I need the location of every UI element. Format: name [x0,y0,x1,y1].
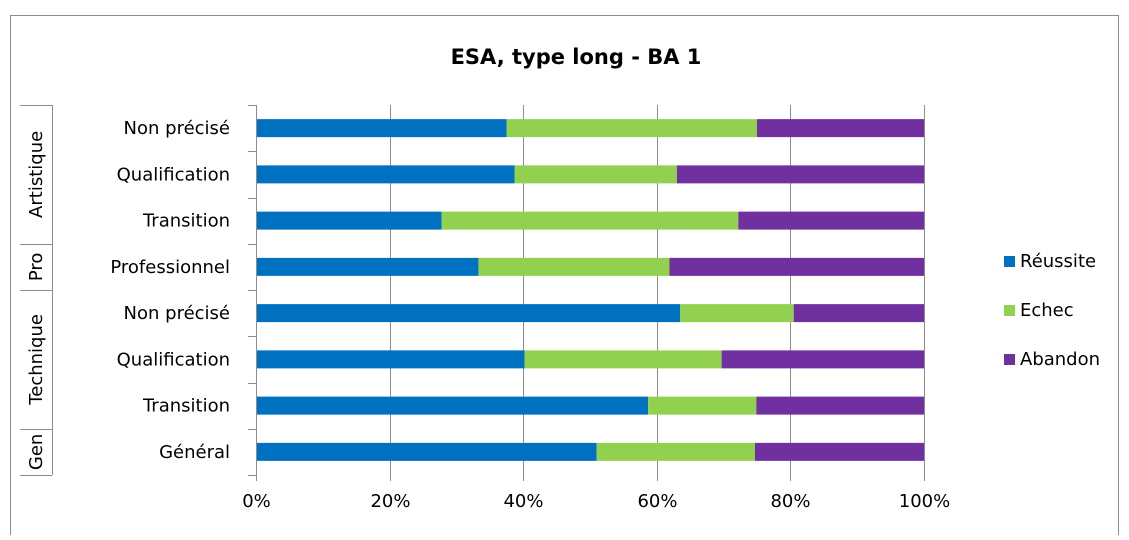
bar-segment [256,304,681,323]
legend-label: Abandon [1020,349,1100,370]
bar-segment [478,257,670,276]
bar-segment [648,396,757,415]
bar-segment [506,119,757,138]
group-label: Artistique [26,131,47,218]
category-label: Qualification [117,349,230,370]
bar-segment [256,257,479,276]
legend: Réussite Echec Abandon [1004,251,1100,370]
bar-segment [793,304,924,323]
bar-segment [721,350,924,369]
category-axis: Non précisé Qualification Transition Profes… [20,105,257,476]
category-label: Général [159,442,230,463]
group-label: Technique [26,314,47,406]
category-label: Transition [142,396,230,417]
bars [256,119,924,461]
legend-swatch [1004,305,1015,316]
category-label: Professionnel [110,257,230,278]
category-label: Transition [142,211,230,232]
bar-segment [256,165,515,184]
bar-segment [676,165,924,184]
bar-segment [757,119,924,138]
legend-label: Echec [1020,300,1074,321]
bar-segment [680,304,794,323]
x-tick-label: 0% [242,491,271,512]
x-tick-label: 80% [770,491,810,512]
bar-segment [256,396,649,415]
gridlines [256,105,925,481]
bar-segment [256,442,597,461]
category-label: Non précisé [124,118,230,139]
legend-swatch [1004,256,1015,267]
x-tick-label: 100% [899,491,950,512]
group-label: Pro [26,253,47,282]
bar-segment [669,257,924,276]
bar-segment [756,396,924,415]
bar-segment [738,211,924,230]
bar-segment [256,350,525,369]
group-label: Gen [26,434,47,470]
x-tick-label: 40% [503,491,543,512]
bar-segment [514,165,677,184]
x-tick-label: 20% [370,491,410,512]
legend-swatch [1004,354,1015,365]
bar-segment [754,442,924,461]
x-axis-ticks: 0% 20% 40% 60% 80% 100% [242,491,950,512]
legend-label: Réussite [1020,251,1096,272]
bar-segment [256,211,442,230]
category-label: Non précisé [124,303,230,324]
category-label: Qualification [117,164,230,185]
bar-segment [256,119,507,138]
bar-segment [441,211,739,230]
chart-title: ESA, type long - BA 1 [451,45,702,69]
bar-segment [524,350,722,369]
x-tick-label: 60% [637,491,677,512]
chart-frame [10,15,1119,540]
bar-segment [596,442,755,461]
